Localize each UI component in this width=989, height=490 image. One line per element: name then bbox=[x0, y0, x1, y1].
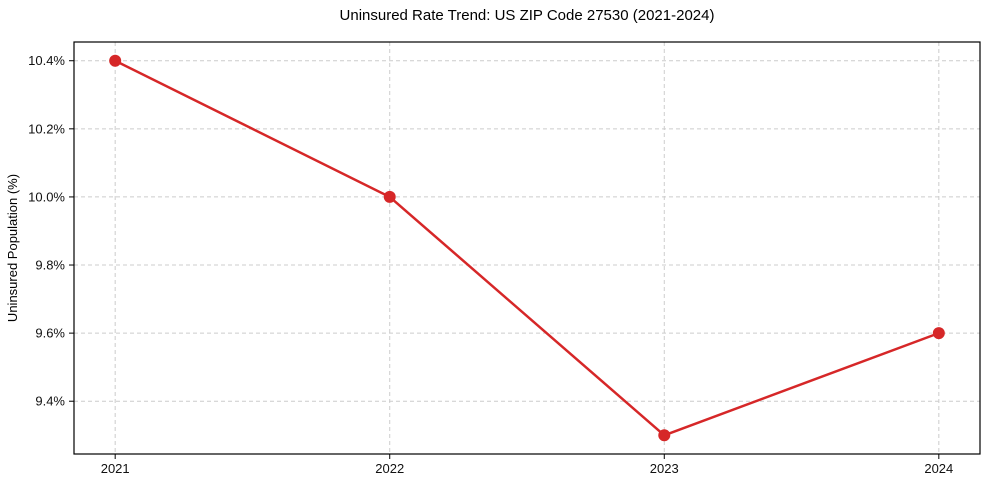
axis-tick-marks bbox=[69, 60, 940, 459]
grid-lines bbox=[74, 42, 980, 454]
y-tick-label: 9.8% bbox=[35, 258, 65, 273]
y-tick-label: 9.4% bbox=[35, 394, 65, 409]
y-tick-label: 9.6% bbox=[35, 326, 65, 341]
y-tick-label: 10.4% bbox=[28, 53, 65, 68]
data-point-marker bbox=[658, 429, 671, 442]
y-tick-label: 10.2% bbox=[28, 121, 65, 136]
axis-tick-labels: 9.4% 9.6% 9.8% 10.0% 10.2% 10.4% 2021 2022 2023 2… bbox=[28, 53, 953, 476]
data-point-marker bbox=[383, 190, 396, 203]
y-axis-label: Uninsured Population (%) bbox=[5, 174, 20, 322]
trend-line bbox=[113, 59, 941, 437]
chart-title: Uninsured Rate Trend: US ZIP Code 27530 … bbox=[340, 7, 715, 24]
data-point-marker bbox=[932, 327, 945, 340]
plot-border bbox=[73, 41, 981, 455]
y-tick-label: 10.0% bbox=[28, 189, 65, 204]
x-tick-label: 2024 bbox=[924, 461, 953, 476]
x-tick-label: 2023 bbox=[650, 461, 679, 476]
x-tick-label: 2022 bbox=[375, 461, 404, 476]
x-tick-label: 2021 bbox=[101, 461, 130, 476]
data-point-markers bbox=[109, 54, 945, 442]
data-point-marker bbox=[109, 54, 122, 67]
